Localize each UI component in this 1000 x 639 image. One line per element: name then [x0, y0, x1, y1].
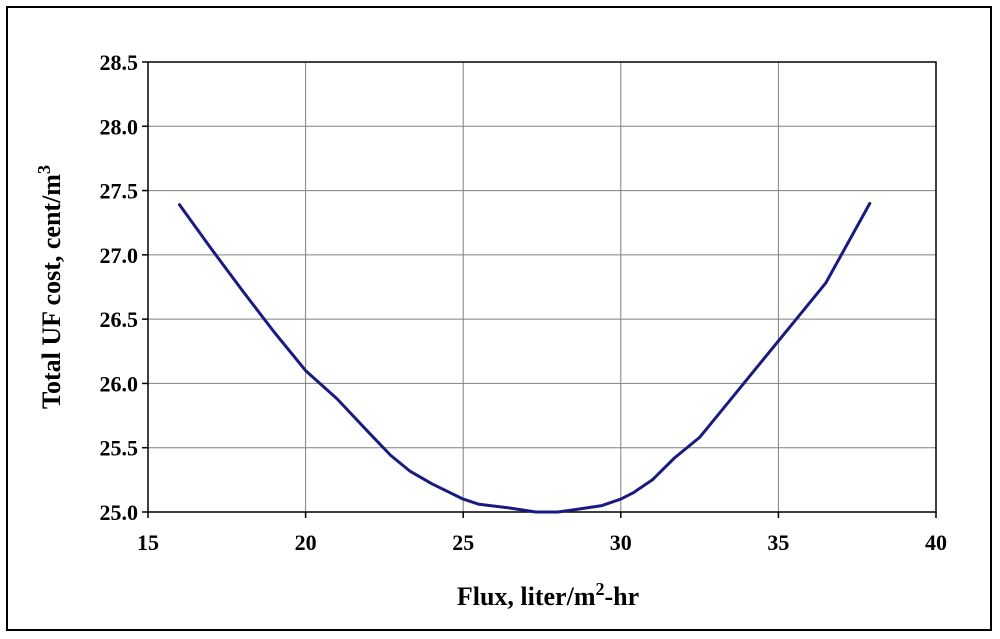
x-tick-label: 15: [137, 530, 159, 555]
y-axis-title: Total UF cost, cent/m3: [34, 165, 66, 409]
series-line: [178, 201, 872, 514]
x-tick-label: 40: [925, 530, 947, 555]
series-group: [178, 201, 872, 514]
y-tick-label: 25.5: [100, 436, 139, 461]
x-tick-label: 25: [452, 530, 474, 555]
y-tick-label: 28.0: [100, 114, 139, 139]
y-tick-label: 28.5: [100, 50, 139, 75]
y-tick-label: 26.0: [100, 371, 139, 396]
x-axis-title: Flux, liter/m2-hr: [457, 579, 639, 611]
x-tick-label: 35: [767, 530, 789, 555]
y-tick-label: 27.5: [100, 179, 139, 204]
x-tick-label: 30: [610, 530, 632, 555]
y-tick-label: 25.0: [100, 500, 139, 525]
plot-area: [148, 62, 936, 512]
y-tick-label: 26.5: [100, 307, 139, 332]
x-tick-label: 20: [295, 530, 317, 555]
y-tick-label: 27.0: [100, 243, 139, 268]
axis-ticks: 15 20 25 30 35 40 25.0 25.5 26.0 26.5 27.0 27.5 28.0…: [100, 50, 948, 555]
